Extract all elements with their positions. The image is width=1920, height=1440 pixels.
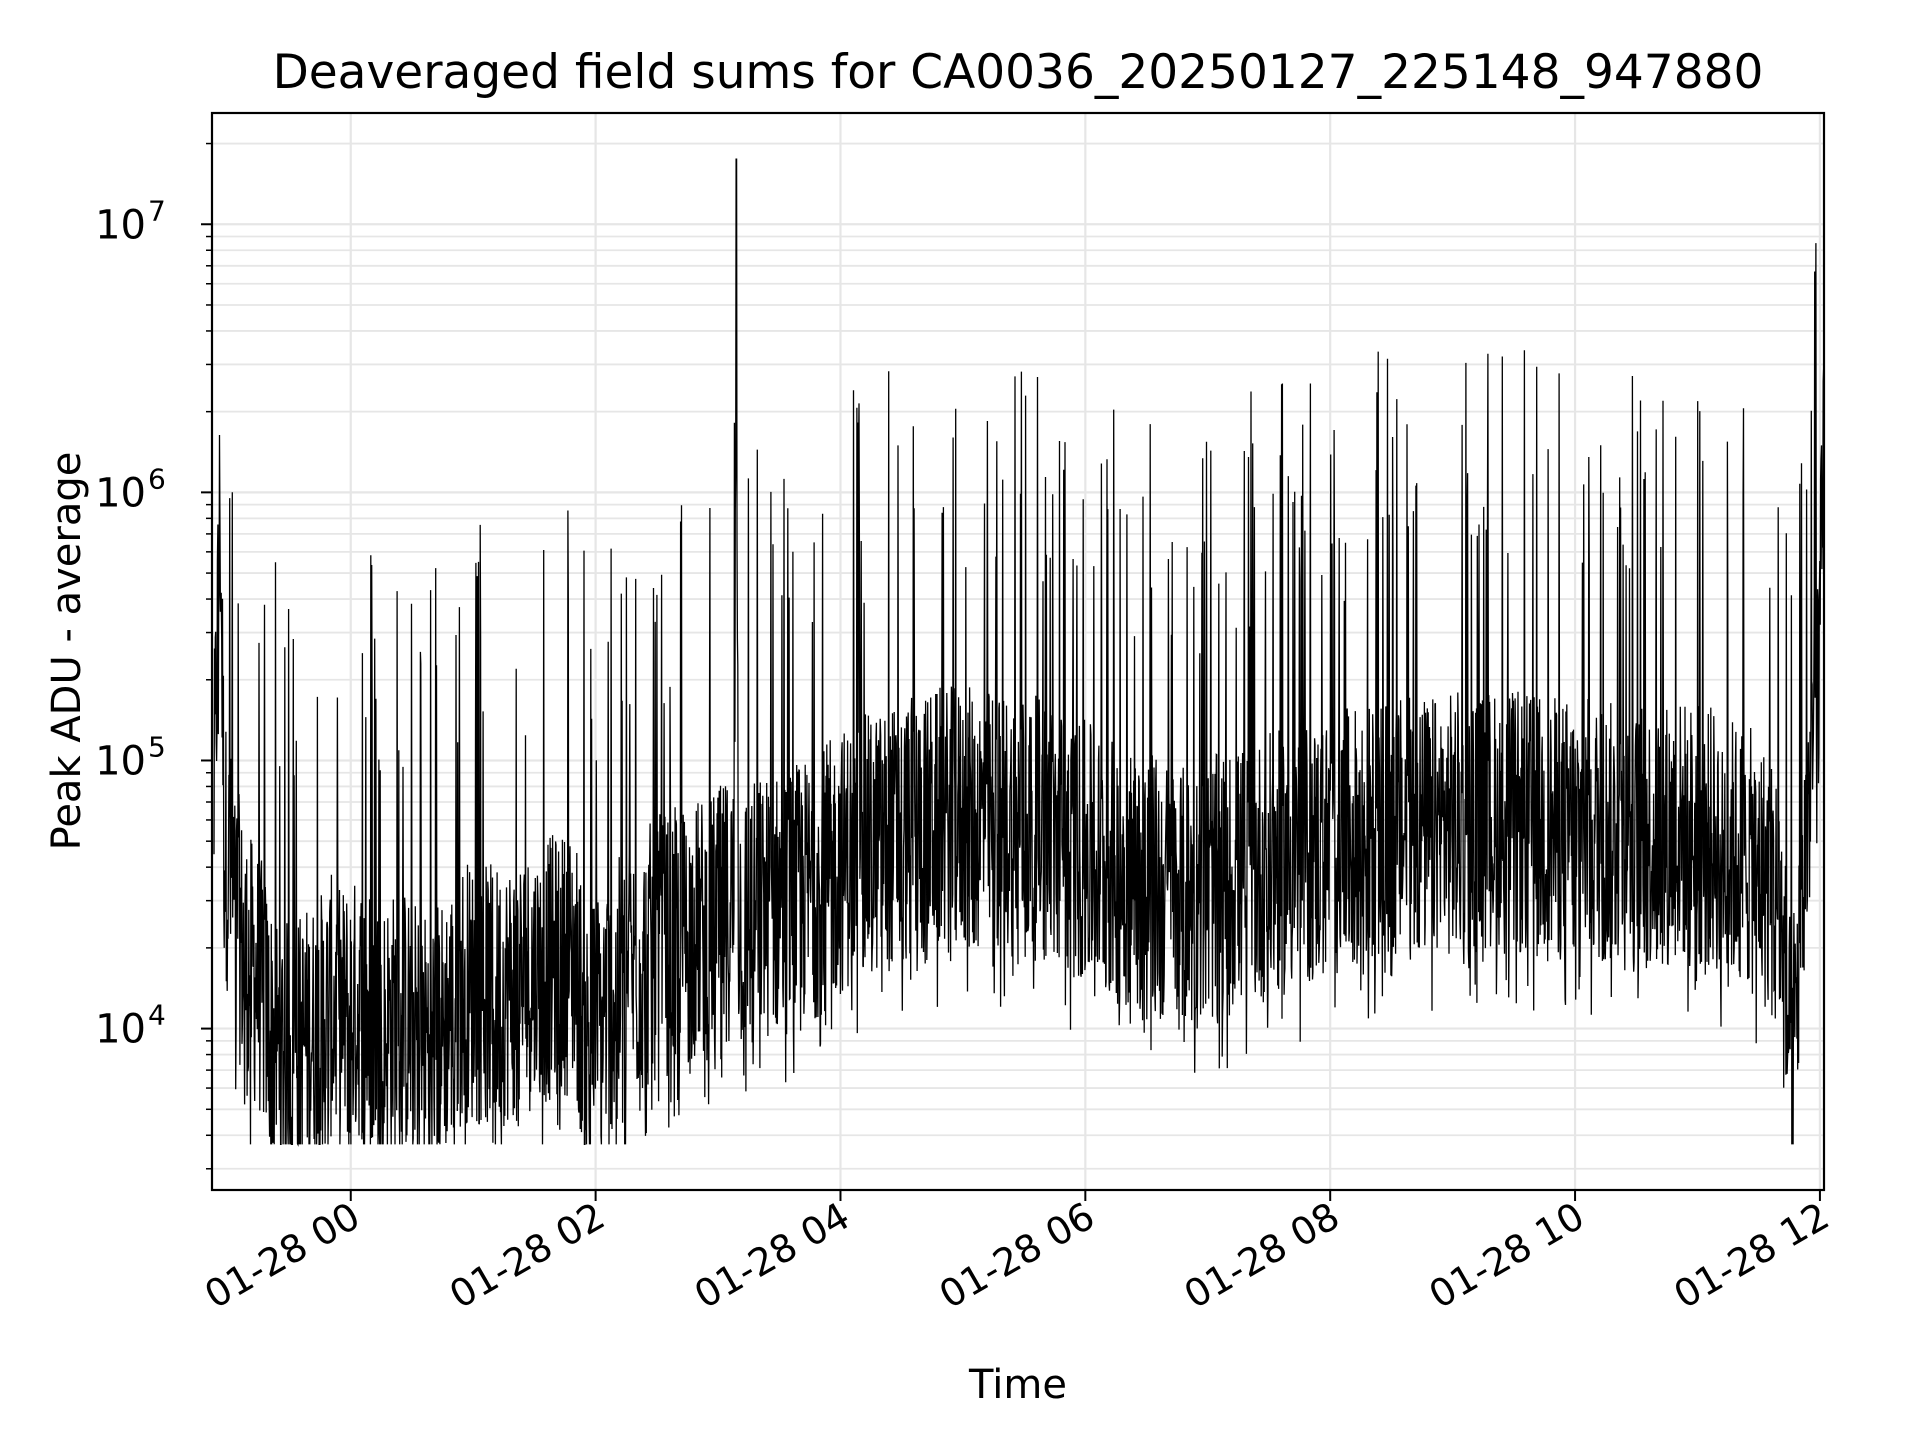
y-tick-base: 10 xyxy=(95,202,146,248)
chart-title: Deaveraged field sums for CA0036_2025012… xyxy=(273,45,1764,100)
y-tick-exponent: 4 xyxy=(148,999,166,1032)
plot-area-frame xyxy=(210,111,1826,1192)
y-axis-label: Peak ADU - average xyxy=(44,452,90,851)
y-tick-exponent: 6 xyxy=(148,462,166,495)
y-tick-base: 10 xyxy=(95,738,146,784)
x-axis-label: Time xyxy=(968,1362,1067,1408)
y-tick-base: 10 xyxy=(95,1007,146,1053)
y-tick-base: 10 xyxy=(95,470,146,516)
y-tick-label: 10 xyxy=(95,202,146,248)
y-tick-label: 10 xyxy=(95,470,146,516)
series-line xyxy=(213,158,1825,1147)
y-tick-label: 10 xyxy=(95,738,146,784)
y-tick-label: 10 xyxy=(95,1007,146,1053)
y-tick-exponent: 5 xyxy=(148,730,166,763)
data-series xyxy=(213,158,1825,1147)
y-tick-exponent: 7 xyxy=(148,194,166,227)
